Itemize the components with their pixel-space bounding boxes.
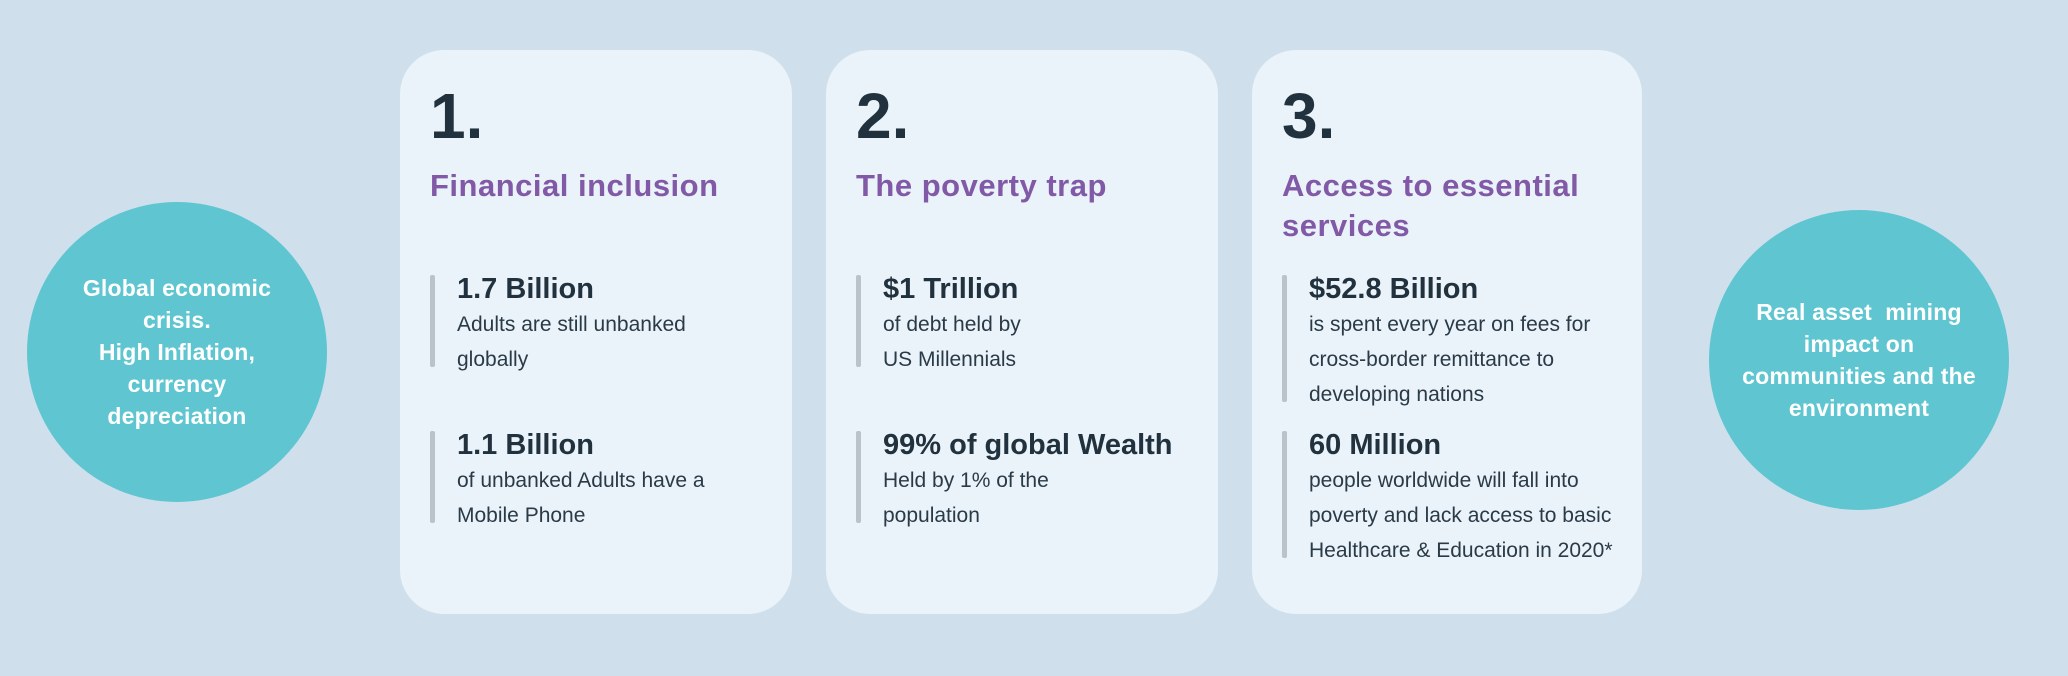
stat-block: 99% of global Wealth Held by 1% of the p… xyxy=(856,428,1212,533)
right-context-circle: Real asset mining impact on communities … xyxy=(1709,210,2009,510)
stat-description: people worldwide will fall into poverty … xyxy=(1309,469,1613,562)
card-title: Financial inclusion xyxy=(430,168,719,203)
card-number: 2. xyxy=(856,80,910,152)
card-title: The poverty trap xyxy=(856,168,1107,203)
stat-accent-bar xyxy=(430,275,435,367)
stat-value: 60 Million xyxy=(1309,429,1442,461)
stat-accent-bar xyxy=(430,431,435,523)
card-poverty-trap: 2. The poverty trap $1 Trillion of debt … xyxy=(826,50,1218,614)
stat-value: $52.8 Billion xyxy=(1309,273,1479,305)
left-context-circle: Global economic crisis. High Inflation, … xyxy=(27,202,327,502)
stat-accent-bar xyxy=(856,431,861,523)
stat-description: Held by 1% of the population xyxy=(883,469,1049,527)
stat-block: 1.7 Billion Adults are still unbanked gl… xyxy=(430,272,786,377)
left-circle-text: Global economic crisis. High Inflation, … xyxy=(82,275,272,429)
stat-block: 1.1 Billion of unbanked Adults have a Mo… xyxy=(430,428,786,533)
stat-value: 1.7 Billion xyxy=(457,273,594,305)
right-circle-text: Real asset mining impact on communities … xyxy=(1742,299,1976,421)
card-number: 1. xyxy=(430,80,484,152)
stat-description: Adults are still unbanked globally xyxy=(457,313,686,371)
stat-value: 1.1 Billion xyxy=(457,429,594,461)
card-title: Access to essential services xyxy=(1282,168,1580,243)
stat-value: 99% of global Wealth xyxy=(883,429,1173,461)
stat-accent-bar xyxy=(1282,431,1287,558)
stat-block: 60 Million people worldwide will fall in… xyxy=(1282,428,1636,568)
stat-description: of debt held by US Millennials xyxy=(883,313,1021,371)
stat-description: of unbanked Adults have a Mobile Phone xyxy=(457,469,705,527)
card-financial-inclusion: 1. Financial inclusion 1.7 Billion Adult… xyxy=(400,50,792,614)
card-access-essential-services: 3. Access to essential services $52.8 Bi… xyxy=(1252,50,1642,614)
stat-block: $1 Trillion of debt held by US Millennia… xyxy=(856,272,1212,377)
stat-accent-bar xyxy=(1282,275,1287,402)
stat-block: $52.8 Billion is spent every year on fee… xyxy=(1282,272,1636,412)
stat-value: $1 Trillion xyxy=(883,273,1019,305)
card-number: 3. xyxy=(1282,80,1336,152)
stat-description: is spent every year on fees for cross-bo… xyxy=(1309,313,1591,406)
stat-accent-bar xyxy=(856,275,861,367)
